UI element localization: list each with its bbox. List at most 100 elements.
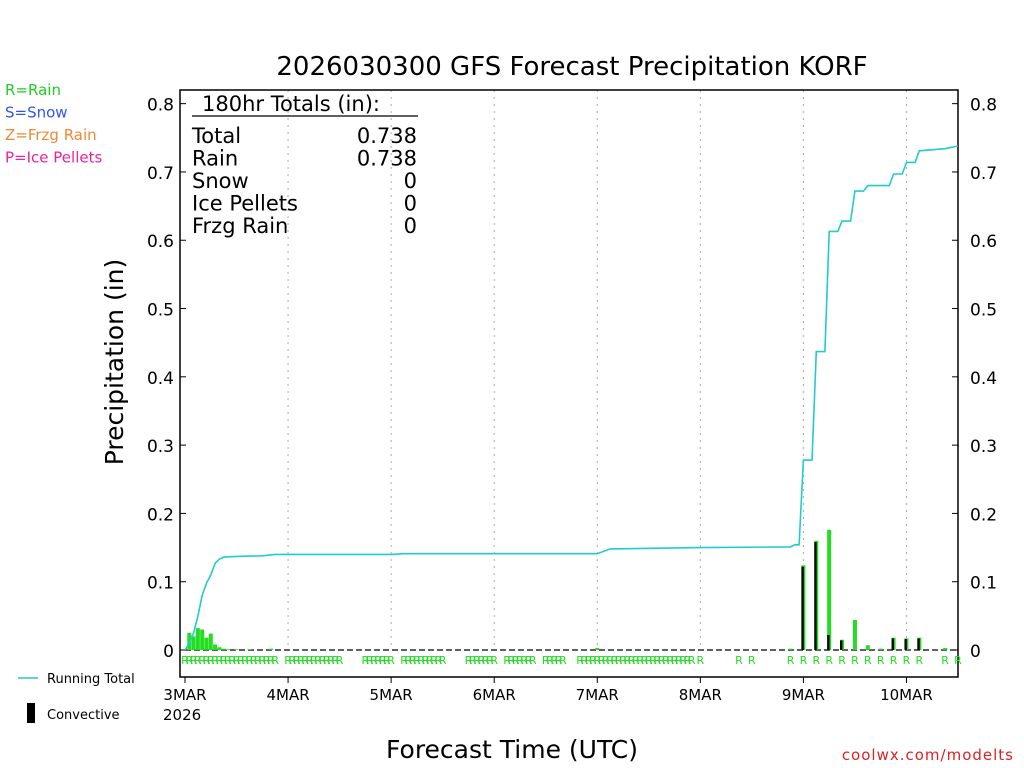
ptype-symbol: R xyxy=(228,654,236,667)
precip-bar xyxy=(217,647,222,650)
ptype-legend-item: R=Rain xyxy=(5,81,61,99)
ptype-symbol: R xyxy=(310,654,318,667)
y-tick-label-left: 0.2 xyxy=(147,505,174,525)
ptype-symbol: R xyxy=(697,654,705,667)
ptype-symbol: R xyxy=(671,654,679,667)
ptype-symbol: R xyxy=(306,654,314,667)
ptype-symbol: R xyxy=(679,654,687,667)
y-axis-title: Precipitation (in) xyxy=(100,259,129,466)
ptype-symbol: R xyxy=(954,654,962,667)
y-tick-label-right: 0.1 xyxy=(970,574,997,594)
ptype-symbol: R xyxy=(508,654,516,667)
ptype-symbol: R xyxy=(327,654,335,667)
ptype-symbol: R xyxy=(482,654,490,667)
x-tick-label: 4MAR xyxy=(266,686,309,704)
ptype-legend-item: Z=Frzg Rain xyxy=(5,126,97,144)
convective-bar xyxy=(891,638,894,650)
ptype-symbol: R xyxy=(654,654,662,667)
ptype-symbol: R xyxy=(941,654,949,667)
ptype-symbol: R xyxy=(185,654,193,667)
precip-bar xyxy=(191,636,196,650)
plot-frame xyxy=(179,89,959,678)
ptype-symbol: R xyxy=(224,654,232,667)
totals-header: 180hr Totals (in): xyxy=(202,92,380,116)
ptype-symbol: R xyxy=(473,654,481,667)
ptype-symbol: R xyxy=(254,654,262,667)
ptype-symbol: R xyxy=(469,654,477,667)
totals-row-label: Rain xyxy=(192,147,238,171)
ptype-symbol: R xyxy=(211,654,219,667)
ptype-symbol: R xyxy=(581,654,589,667)
y-tick-label-left: 0.1 xyxy=(147,574,174,594)
precip-bar xyxy=(213,644,218,650)
ptype-symbol: R xyxy=(903,654,911,667)
ptype-symbol: R xyxy=(319,654,327,667)
ptype-symbol: R xyxy=(477,654,485,667)
ptype-symbol: R xyxy=(520,654,528,667)
y-axis-left: 0 0.1 0.2 0.3 0.4 0.5 0.6 0.7 0.8 xyxy=(147,96,186,662)
totals-box: 180hr Totals (in): Total 0.738 Rain 0.738 Sn… xyxy=(191,92,418,238)
precip-bars xyxy=(187,529,948,650)
precip-bar xyxy=(208,633,213,650)
ptype-symbol: R xyxy=(374,654,382,667)
ptype-symbol: R xyxy=(362,654,370,667)
convective-bar xyxy=(840,640,843,650)
convective-bar xyxy=(904,639,907,650)
ptype-symbol: R xyxy=(233,654,241,667)
ptype-symbol: R xyxy=(812,654,820,667)
ptype-symbol: R xyxy=(576,654,584,667)
x-tick-label: 6MAR xyxy=(473,686,516,704)
ptype-symbol: R xyxy=(258,654,266,667)
ptype-symbol: R xyxy=(246,654,254,667)
y-tick-label-right: 0.6 xyxy=(970,232,997,252)
ptype-symbol: R xyxy=(684,654,692,667)
ptype-symbol: R xyxy=(413,654,421,667)
y-tick-label-left: 0.4 xyxy=(147,369,174,389)
ptype-symbol: R xyxy=(838,654,846,667)
ptype-symbol: R xyxy=(284,654,292,667)
grid-lines xyxy=(185,90,958,651)
ptype-symbol: R xyxy=(606,654,614,667)
ptype-symbol: R xyxy=(890,654,898,667)
year-label: 2026 xyxy=(163,706,201,724)
ptype-symbol: R xyxy=(619,654,627,667)
totals-row-value: 0.738 xyxy=(357,147,417,171)
x-tick-label: 3MAR xyxy=(163,686,206,704)
precip-bar xyxy=(200,629,205,650)
precip-bar xyxy=(221,648,226,650)
ptype-symbol: R xyxy=(589,654,597,667)
convective-legend-label: Convective xyxy=(47,708,120,723)
ptype-symbol: R xyxy=(632,654,640,667)
ptype-symbol: R xyxy=(323,654,331,667)
ptype-symbol: R xyxy=(688,654,696,667)
ptype-legend: R=Rain S=Snow Z=Frzg Rain P=Ice Pellets xyxy=(5,81,102,167)
ptype-symbol: R xyxy=(293,654,301,667)
x-tick-label: 8MAR xyxy=(679,686,722,704)
y-tick-label-left: 0.3 xyxy=(147,437,174,457)
ptype-symbol: R xyxy=(649,654,657,667)
ptype-symbol: R xyxy=(546,654,554,667)
ptype-symbol: R xyxy=(486,654,494,667)
ptype-symbol: R xyxy=(877,654,885,667)
ptype-symbol: R xyxy=(383,654,391,667)
ptype-symbol: R xyxy=(379,654,387,667)
ptype-symbol: R xyxy=(615,654,623,667)
precip-bar xyxy=(865,645,870,650)
y-tick-label-left: 0.6 xyxy=(147,232,174,252)
precip-bar xyxy=(204,637,209,650)
chart-title: 2026030300 GFS Forecast Precipitation KO… xyxy=(276,52,867,82)
y-tick-label-left: 0.8 xyxy=(147,96,174,116)
ptype-symbol: R xyxy=(542,654,550,667)
convective-legend-swatch xyxy=(27,703,35,723)
ptype-symbol: R xyxy=(851,654,859,667)
totals-row-label: Total xyxy=(191,124,241,148)
credit-label: coolwx.com/modelts xyxy=(842,746,1014,764)
ptype-symbol: R xyxy=(271,654,279,667)
ptype-symbol: R xyxy=(666,654,674,667)
ptype-symbol: R xyxy=(194,654,202,667)
ptype-symbol: R xyxy=(241,654,249,667)
ptype-symbol: R xyxy=(490,654,498,667)
y-tick-label-right: 0.5 xyxy=(970,301,997,321)
y-axis-right: 0 0.1 0.2 0.3 0.4 0.5 0.6 0.7 0.8 xyxy=(952,96,997,662)
ptype-symbol: R xyxy=(220,654,228,667)
